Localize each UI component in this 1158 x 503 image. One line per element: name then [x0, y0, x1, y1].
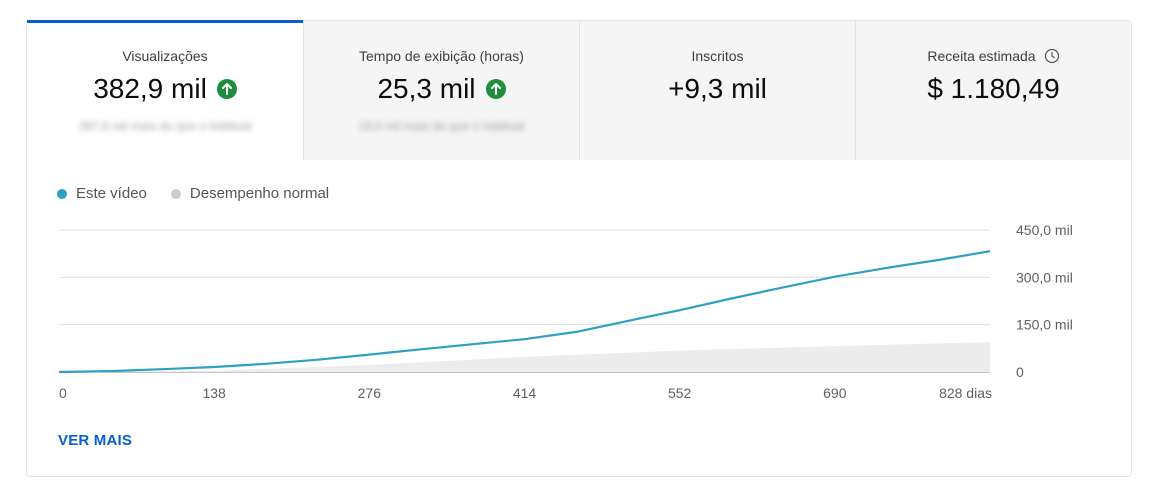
- x-tick-label: 552: [668, 385, 692, 401]
- legend-dot-normal: [170, 188, 181, 199]
- tab-views-value: 382,9 mil: [93, 73, 207, 104]
- tab-revenue-label-row: Receita estimada: [856, 48, 1131, 64]
- analytics-card: Visualizações 382,9 mil 287,6 mil mais d…: [26, 20, 1132, 477]
- legend-dot-this-video: [57, 188, 67, 199]
- metric-tabs: Visualizações 382,9 mil 287,6 mil mais d…: [27, 20, 1133, 160]
- tab-views[interactable]: Visualizações 382,9 mil 287,6 mil mais d…: [27, 20, 303, 160]
- y-tick-label: 150,0 mil: [1016, 317, 1073, 333]
- legend-item-this-video[interactable]: Este vídeo: [57, 185, 147, 202]
- tab-watch-time[interactable]: Tempo de exibição (horas) 25,3 mil 19,0 …: [303, 21, 579, 160]
- see-more-link[interactable]: VER MAIS: [58, 432, 133, 449]
- normal-performance-area: [59, 342, 990, 372]
- legend-label-normal: Desempenho normal: [189, 185, 330, 202]
- series-line-this-video: [58, 250, 991, 374]
- y-tick-label: 450,0 mil: [1016, 222, 1073, 238]
- tab-subscribers[interactable]: Inscritos +9,3 mil: [579, 21, 855, 160]
- arrow-up-icon: [485, 79, 506, 99]
- tab-watch-time-label: Tempo de exibição (horas): [359, 48, 524, 64]
- tab-watch-time-subtext: 19,0 mil mais do que o habitual: [358, 119, 525, 133]
- x-tick-label: 276: [358, 385, 382, 401]
- views-chart: 450,0 mil 300,0 mil 150,0 mil 0 0 138 276 414 55…: [58, 222, 1073, 401]
- x-tick-label: 138: [202, 385, 226, 401]
- tab-revenue[interactable]: Receita estimada $ 1.180,49: [855, 21, 1131, 160]
- x-tick-label: 690: [823, 385, 847, 401]
- tab-views-subtext: 287,6 mil mais do que o habitual: [78, 119, 252, 133]
- legend-label-this-video: Este vídeo: [76, 185, 147, 202]
- y-tick-label: 300,0 mil: [1016, 269, 1073, 285]
- chart-legend: Este vídeo Desempenho normal: [57, 185, 329, 202]
- y-tick-label: 0: [1016, 364, 1024, 380]
- tab-watch-time-value: 25,3 mil: [377, 73, 476, 104]
- tab-subscribers-value: +9,3 mil: [668, 73, 767, 104]
- x-tick-label: 828 dias: [939, 385, 992, 401]
- tab-revenue-label: Receita estimada: [927, 48, 1036, 64]
- tab-views-label: Visualizações: [122, 48, 208, 64]
- clock-icon: [1044, 48, 1060, 64]
- tab-revenue-value: $ 1.180,49: [927, 73, 1060, 104]
- arrow-up-icon: [216, 79, 237, 99]
- x-tick-label: 0: [59, 385, 67, 401]
- tab-subscribers-label: Inscritos: [691, 48, 744, 64]
- legend-item-normal[interactable]: Desempenho normal: [170, 185, 330, 202]
- x-tick-label: 414: [513, 385, 537, 401]
